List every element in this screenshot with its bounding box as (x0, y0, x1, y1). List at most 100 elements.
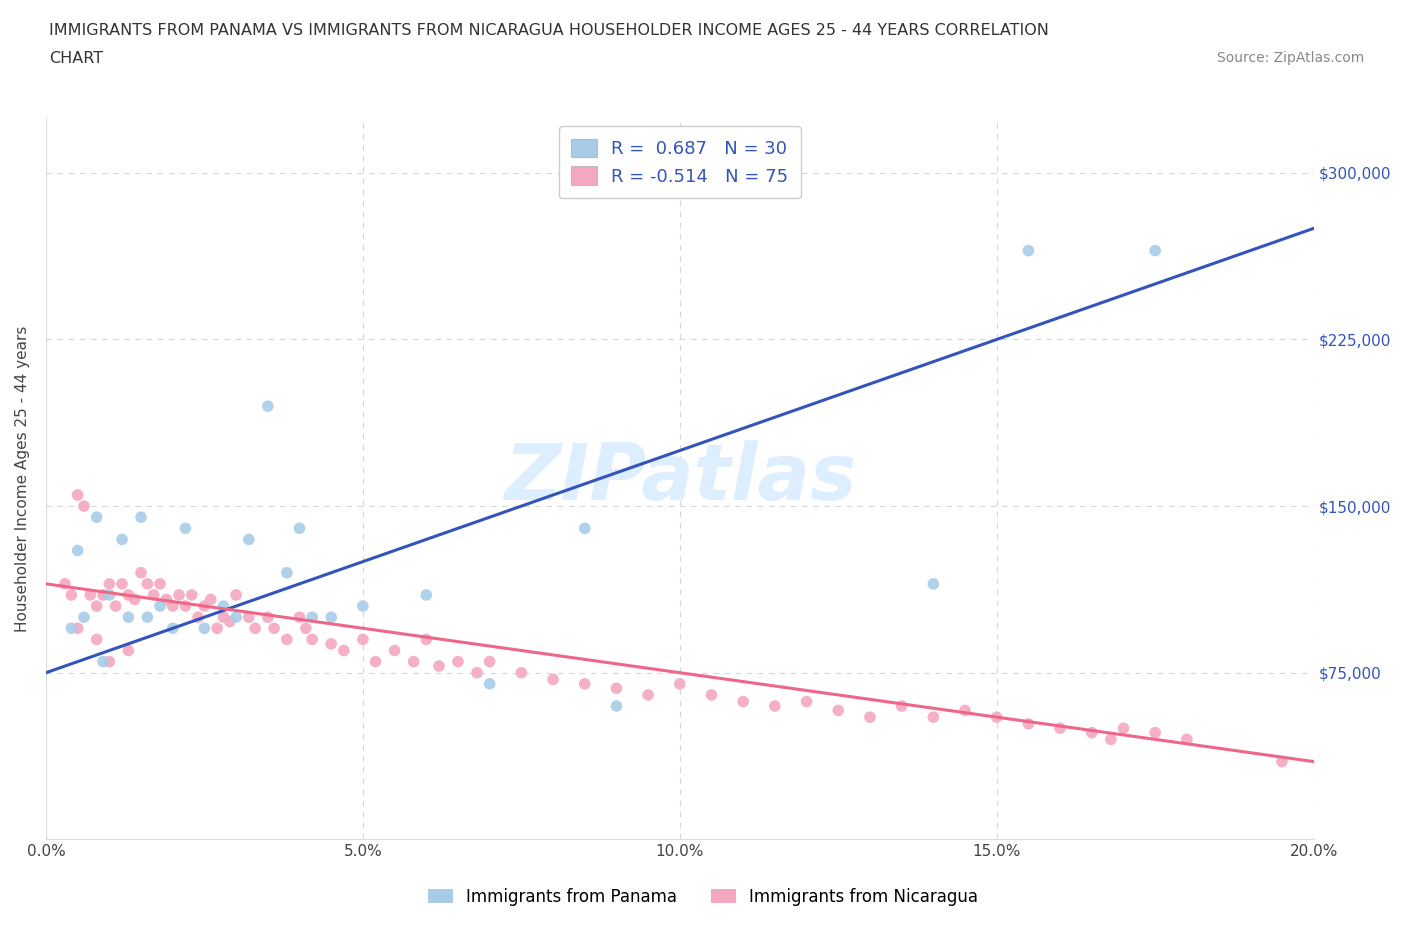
Point (384, 643, 406, 658)
Point (200, 592, 222, 607)
Point (1175, 732, 1198, 747)
Point (295, 621, 318, 636)
Point (1112, 721, 1135, 736)
Point (142, 588, 165, 603)
Point (117, 610, 139, 625)
Point (111, 532, 134, 547)
Point (98, 577, 121, 591)
Point (763, 698, 786, 713)
Point (1017, 716, 1039, 731)
Point (574, 676, 596, 691)
Point (91, 588, 114, 603)
Point (827, 703, 849, 718)
Point (1049, 721, 1071, 736)
Point (1099, 732, 1122, 747)
Point (91, 654, 114, 669)
Point (1017, 243, 1039, 258)
Point (263, 621, 285, 636)
Point (796, 694, 818, 709)
Point (86, 599, 108, 614)
Point (117, 643, 139, 658)
Point (136, 577, 159, 591)
Point (174, 599, 197, 614)
Point (402, 654, 425, 669)
Point (86, 510, 108, 525)
Point (321, 636, 343, 651)
Point (352, 632, 374, 647)
Point (187, 610, 209, 625)
Point (79, 588, 101, 603)
Point (256, 610, 278, 625)
Point (193, 621, 215, 636)
Point (427, 658, 450, 673)
Point (66, 543, 89, 558)
Point (288, 521, 311, 536)
Point (104, 599, 127, 614)
Legend: R =  0.687   N = 30, R = -0.514   N = 75: R = 0.687 N = 30, R = -0.514 N = 75 (558, 126, 801, 198)
Point (66, 487, 89, 502)
Point (86, 632, 108, 647)
Point (162, 621, 184, 636)
Point (1144, 725, 1167, 740)
Point (276, 632, 298, 647)
Point (129, 510, 152, 525)
Point (155, 592, 177, 607)
Point (478, 654, 501, 669)
Point (922, 577, 945, 591)
Point (637, 687, 659, 702)
Point (167, 588, 190, 603)
Point (333, 643, 356, 658)
Text: CHART: CHART (49, 51, 103, 66)
Point (541, 672, 564, 687)
Point (321, 610, 343, 625)
Point (174, 521, 197, 536)
Point (98, 654, 121, 669)
Point (212, 599, 235, 614)
Point (225, 588, 247, 603)
Point (1144, 243, 1167, 258)
Point (986, 710, 1008, 724)
Point (301, 610, 323, 625)
Point (149, 599, 172, 614)
Point (605, 698, 627, 713)
Point (180, 588, 202, 603)
Point (669, 676, 692, 691)
Point (136, 610, 159, 625)
Point (238, 610, 260, 625)
Point (243, 621, 266, 636)
Text: ZIPatlas: ZIPatlas (503, 440, 856, 516)
Point (66, 621, 89, 636)
Point (205, 621, 228, 636)
Point (225, 610, 247, 625)
Point (162, 599, 184, 614)
Point (447, 654, 470, 669)
Point (733, 694, 755, 709)
Point (256, 399, 278, 414)
Text: IMMIGRANTS FROM PANAMA VS IMMIGRANTS FROM NICARAGUA HOUSEHOLDER INCOME AGES 25 -: IMMIGRANTS FROM PANAMA VS IMMIGRANTS FRO… (49, 23, 1049, 38)
Point (218, 614, 240, 629)
Point (117, 588, 139, 603)
Point (364, 654, 387, 669)
Point (301, 632, 323, 647)
Point (60, 588, 83, 603)
Point (149, 577, 172, 591)
Text: Source: ZipAtlas.com: Source: ZipAtlas.com (1216, 51, 1364, 65)
Point (953, 703, 976, 718)
Point (510, 665, 533, 680)
Point (1081, 725, 1104, 740)
Point (890, 698, 912, 713)
Point (478, 676, 501, 691)
Point (288, 610, 311, 625)
Point (1271, 754, 1294, 769)
Point (193, 599, 215, 614)
Point (53, 577, 76, 591)
Point (276, 565, 298, 580)
Point (111, 577, 134, 591)
Point (98, 588, 121, 603)
Point (129, 565, 152, 580)
Point (859, 710, 882, 724)
Point (465, 665, 488, 680)
Y-axis label: Householder Income Ages 25 - 44 years: Householder Income Ages 25 - 44 years (15, 326, 30, 631)
Point (124, 592, 146, 607)
Point (60, 621, 83, 636)
